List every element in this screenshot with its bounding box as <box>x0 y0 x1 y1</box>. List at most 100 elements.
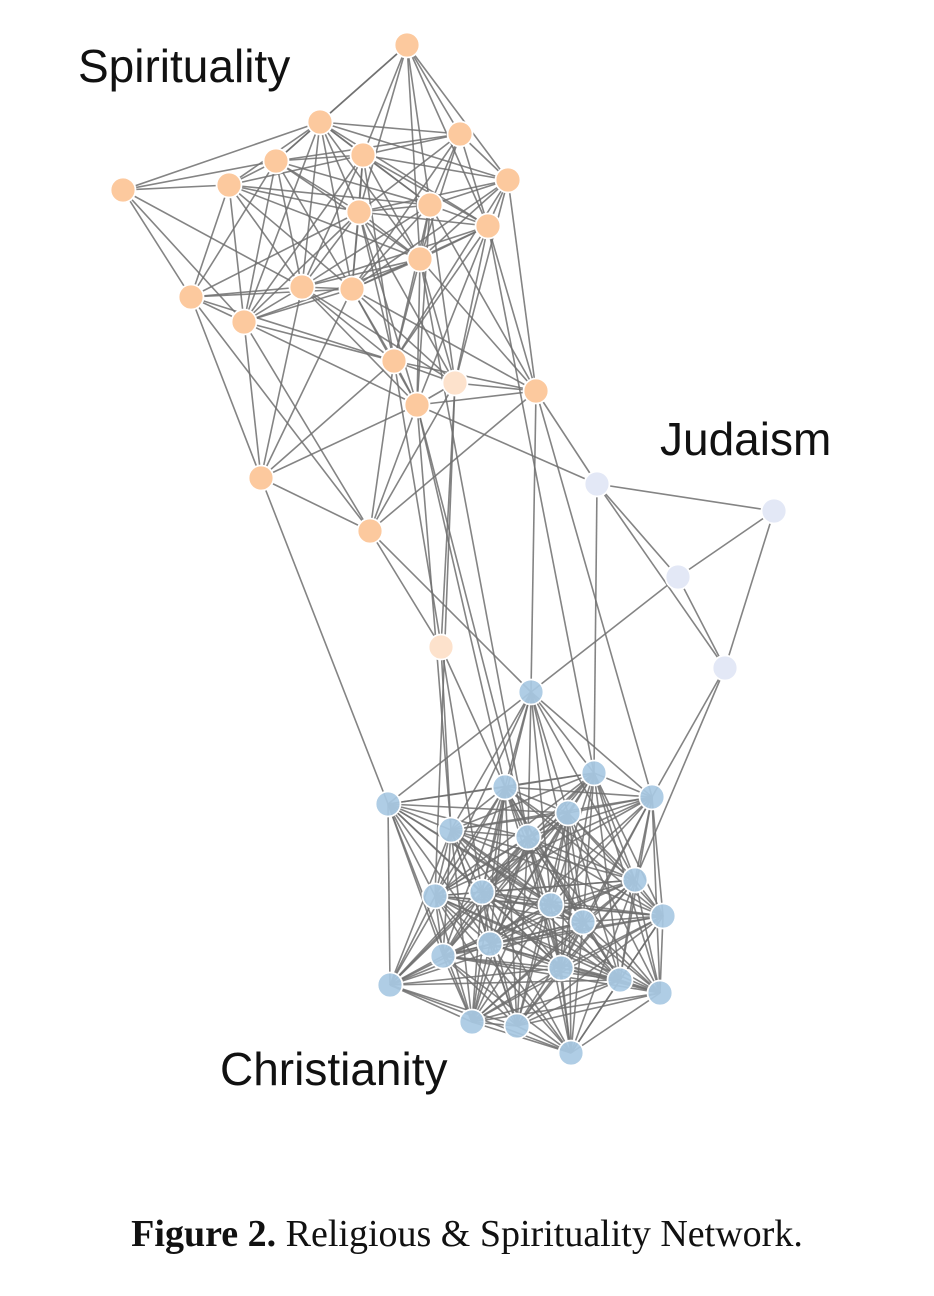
network-edge <box>560 812 569 969</box>
network-edge <box>260 360 395 479</box>
network-edge <box>434 812 569 897</box>
spirituality-node <box>522 377 550 405</box>
network-edge <box>260 288 353 479</box>
network-edge <box>454 225 489 384</box>
network-edge <box>122 160 277 191</box>
network-edge <box>243 321 418 406</box>
spirituality-node <box>247 464 275 492</box>
network-edge <box>442 812 569 957</box>
network-edge <box>487 225 537 392</box>
network-edge <box>362 133 461 156</box>
network-edge <box>243 288 353 323</box>
network-edge <box>560 967 572 1054</box>
spirituality-node <box>427 633 455 661</box>
network-edge <box>122 121 321 191</box>
network-edge <box>677 510 775 578</box>
network-edge <box>634 667 726 881</box>
christianity-node <box>621 866 649 894</box>
christianity-node <box>514 823 542 851</box>
network-edge <box>651 796 664 917</box>
network-edge <box>570 921 584 1054</box>
christianity-node <box>503 1012 531 1040</box>
network-edge <box>389 829 452 986</box>
network-edge <box>516 992 661 1027</box>
network-edge <box>301 121 321 288</box>
network-edge <box>122 184 230 191</box>
network-edge <box>570 879 636 1054</box>
network-edge <box>228 184 245 323</box>
network-edge <box>419 179 509 260</box>
network-edge <box>351 288 537 392</box>
christianity-node <box>476 930 504 958</box>
network-edge <box>416 225 489 406</box>
network-edge <box>507 179 537 392</box>
network-edge <box>301 204 431 288</box>
network-edge <box>228 184 431 206</box>
network-edge <box>351 288 456 384</box>
network-edge <box>243 160 277 323</box>
network-edge <box>634 879 661 994</box>
spirituality-node <box>349 141 377 169</box>
label-judaism: Judaism <box>660 413 831 465</box>
network-edge <box>651 667 726 798</box>
network-edge <box>387 803 391 986</box>
network-edge <box>419 258 537 392</box>
network-edges <box>122 44 775 1054</box>
network-edge <box>416 404 506 788</box>
network-edge <box>416 404 598 485</box>
network-edge <box>389 984 518 1027</box>
network-edge <box>228 154 364 186</box>
network-edge <box>416 204 431 406</box>
network-edge <box>122 189 192 298</box>
network-edge <box>351 133 461 290</box>
network-edge <box>440 646 506 788</box>
christianity-node <box>547 954 575 982</box>
network-edge <box>567 796 653 814</box>
network-edge <box>516 979 621 1027</box>
network-edge <box>471 812 569 1023</box>
spirituality-node <box>494 166 522 194</box>
figure-caption: Figure 2. Religious & Spirituality Netwo… <box>0 1212 934 1256</box>
network-edge <box>459 133 489 227</box>
caption-text: Religious & Spirituality Network. <box>285 1213 803 1255</box>
network-edge <box>442 879 636 957</box>
network-edge <box>122 189 245 323</box>
spirituality-node <box>345 198 373 226</box>
network-edge <box>596 483 775 512</box>
network-edge <box>369 530 532 693</box>
network-edge <box>393 360 483 893</box>
network-edge <box>243 321 262 479</box>
spirituality-node <box>403 391 431 419</box>
network-edge <box>489 796 653 945</box>
network-edge <box>301 154 364 288</box>
network-edge <box>582 921 661 994</box>
spirituality-node <box>441 369 469 397</box>
network-edge <box>190 211 360 298</box>
network-edge <box>362 154 489 227</box>
network-edge <box>406 44 509 181</box>
network-edge <box>369 360 395 532</box>
christianity-node <box>638 783 666 811</box>
spirituality-node <box>380 347 408 375</box>
caption-label: Figure 2. <box>131 1213 277 1255</box>
network-edge <box>450 772 595 831</box>
network-edge <box>454 179 509 384</box>
network-edge <box>275 154 364 162</box>
christianity-node <box>646 979 674 1007</box>
network-edge <box>530 390 537 693</box>
network-edge <box>535 390 653 798</box>
christianity-node <box>376 971 404 999</box>
christianity-node <box>374 790 402 818</box>
network-edge <box>362 154 395 362</box>
network-edge <box>471 967 562 1023</box>
network-edge <box>362 44 408 156</box>
network-edge <box>593 483 598 774</box>
network-edge <box>389 984 473 1023</box>
network-edge <box>550 904 661 994</box>
network-edge <box>416 258 421 406</box>
network-edge <box>530 691 569 814</box>
network-edge <box>260 477 389 805</box>
network-edge <box>389 895 436 986</box>
network-edge <box>516 879 636 1027</box>
network-edge <box>489 879 636 945</box>
